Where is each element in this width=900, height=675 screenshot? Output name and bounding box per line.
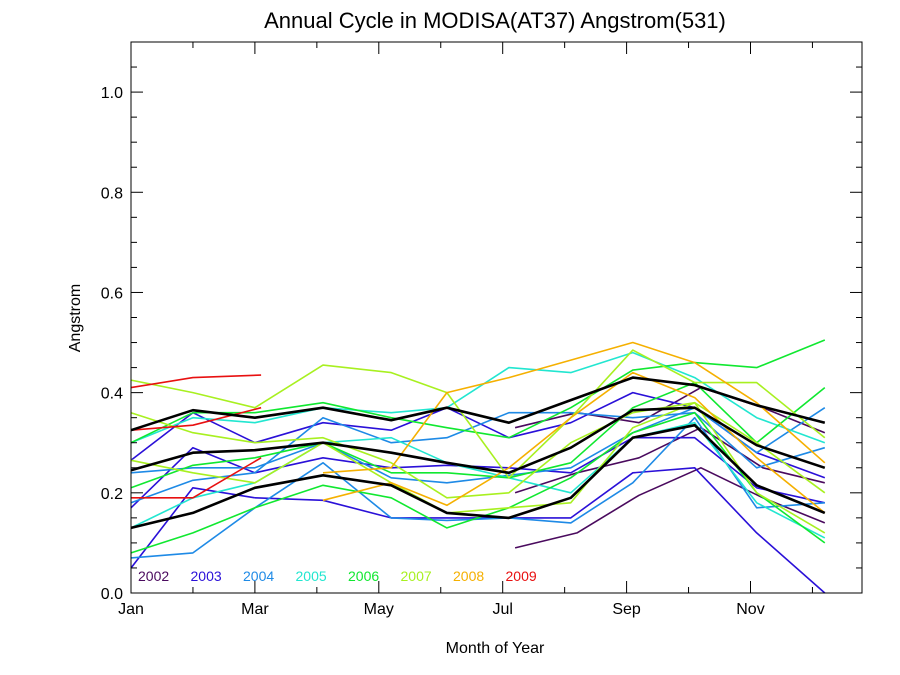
y-tick-label: 0.8 xyxy=(101,185,123,202)
x-tick-label: Jul xyxy=(492,601,512,618)
axis-ticks xyxy=(130,41,862,594)
series-line-25 xyxy=(130,406,826,475)
legend-item-2009: 2009 xyxy=(506,568,537,584)
series-line-4 xyxy=(130,486,256,569)
legend-item-2003: 2003 xyxy=(191,568,222,584)
series-line-12 xyxy=(130,351,826,444)
x-tick-label: Nov xyxy=(736,601,764,618)
series-line-16 xyxy=(130,401,826,499)
series-line-19 xyxy=(322,371,826,514)
series-line-23 xyxy=(131,457,262,499)
series-line-21 xyxy=(130,374,262,389)
legend: 2002 2003 2004 2005 2006 2007 2008 2009 xyxy=(138,568,537,584)
series-line-14 xyxy=(130,381,826,489)
series-line-24 xyxy=(130,376,826,432)
series-line-20 xyxy=(322,341,826,474)
y-tick-label: 0.4 xyxy=(101,386,123,403)
plot-frame xyxy=(130,41,863,594)
x-tick-label: Jan xyxy=(118,601,144,618)
series-line-6 xyxy=(254,466,826,594)
x-tick-label: Sep xyxy=(612,601,641,618)
legend-item-2008: 2008 xyxy=(453,568,484,584)
y-axis-label: Angstrom xyxy=(67,284,84,352)
series-line-26 xyxy=(130,423,826,530)
y-tick-label: 0.6 xyxy=(101,285,123,302)
legend-item-2007: 2007 xyxy=(401,568,432,584)
series-line-3 xyxy=(514,386,826,434)
series-line-18 xyxy=(130,401,826,534)
series-line-22 xyxy=(130,406,262,431)
x-tick-label: Mar xyxy=(241,601,269,618)
plot-lines xyxy=(130,339,826,594)
legend-item-2005: 2005 xyxy=(296,568,327,584)
legend-item-2006: 2006 xyxy=(348,568,379,584)
series-line-13 xyxy=(130,411,826,554)
x-tick-label: May xyxy=(364,601,394,618)
series-line-17 xyxy=(130,349,826,479)
legend-item-2004: 2004 xyxy=(243,568,274,584)
axis-tick-labels: 0.0 0.2 0.4 0.6 0.8 1.0 Jan Mar May Jul Sep Nov xyxy=(101,85,765,618)
series-line-9 xyxy=(130,411,826,504)
y-tick-label: 0.0 xyxy=(101,586,123,603)
legend-item-2002: 2002 xyxy=(138,568,169,584)
series-line-8 xyxy=(130,416,825,559)
chart-title: Annual Cycle in MODISA(AT37) Angstrom(53… xyxy=(264,8,726,33)
x-axis-label: Month of Year xyxy=(446,640,545,657)
y-tick-label: 1.0 xyxy=(101,85,123,102)
y-tick-label: 0.2 xyxy=(101,486,123,503)
